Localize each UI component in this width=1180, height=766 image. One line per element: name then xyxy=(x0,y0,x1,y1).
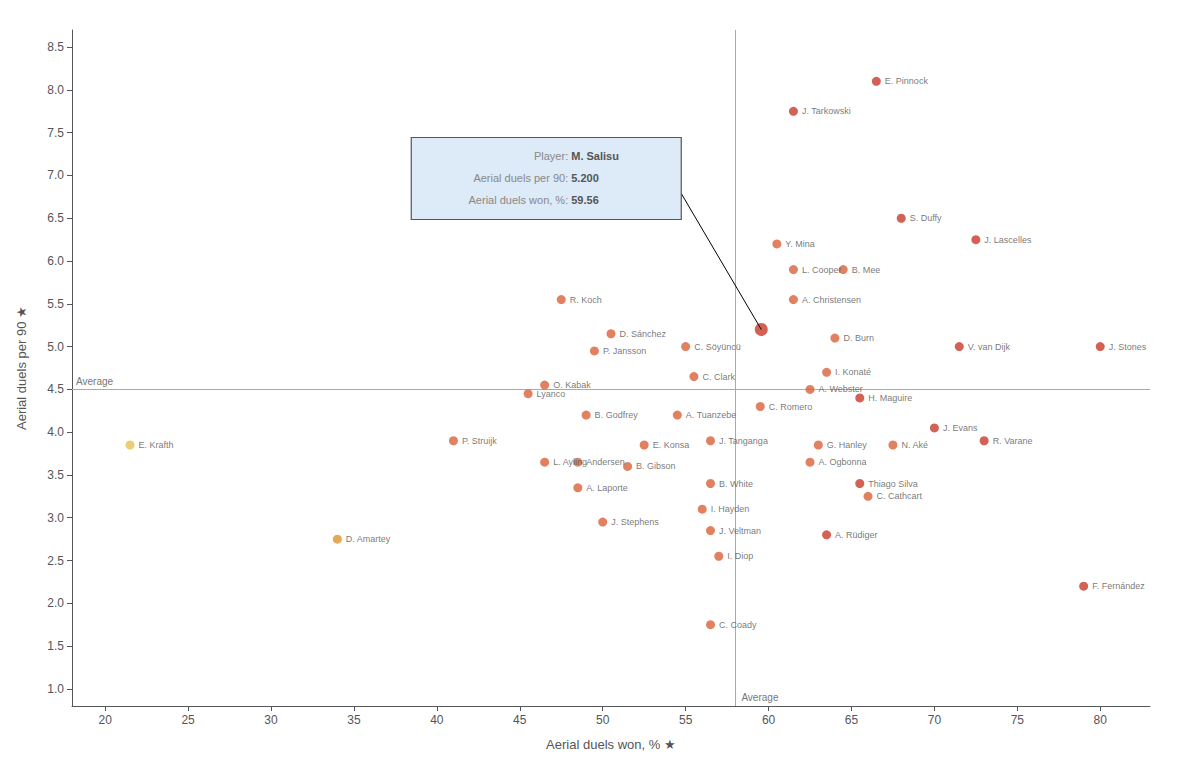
svg-text:Lyanco: Lyanco xyxy=(537,389,566,399)
svg-text:25: 25 xyxy=(181,713,195,727)
svg-text:C. Romero: C. Romero xyxy=(769,402,813,412)
svg-text:N. Aké: N. Aké xyxy=(901,440,928,450)
svg-text:H. Maguire: H. Maguire xyxy=(868,393,912,403)
svg-text:F. Fernández: F. Fernández xyxy=(1092,581,1145,591)
svg-text:Aerial duels per 90 ★: Aerial duels per 90 ★ xyxy=(14,306,29,430)
svg-text:J. Stephens: J. Stephens xyxy=(611,517,659,527)
svg-text:4.0: 4.0 xyxy=(47,425,64,439)
svg-text:E. Konsa: E. Konsa xyxy=(653,440,690,450)
svg-text:B. White: B. White xyxy=(719,479,753,489)
svg-text:20: 20 xyxy=(98,713,112,727)
svg-text:Y. Mina: Y. Mina xyxy=(785,239,814,249)
svg-text:J. Tarkowski: J. Tarkowski xyxy=(802,106,851,116)
svg-text:75: 75 xyxy=(1011,713,1025,727)
svg-text:1.0: 1.0 xyxy=(47,682,64,696)
svg-text:B. Mee: B. Mee xyxy=(852,265,881,275)
svg-text:C. Coady: C. Coady xyxy=(719,620,757,630)
svg-text:R. Varane: R. Varane xyxy=(993,436,1033,446)
svg-text:A. Tuanzebe: A. Tuanzebe xyxy=(686,410,737,420)
svg-text:60: 60 xyxy=(762,713,776,727)
svg-text:Aerial duels per 90:: Aerial duels per 90: xyxy=(473,172,571,184)
svg-text:50: 50 xyxy=(596,713,610,727)
svg-text:M. Salisu: M. Salisu xyxy=(571,150,619,162)
svg-text:5.200: 5.200 xyxy=(571,172,599,184)
svg-text:I. Diop: I. Diop xyxy=(727,551,753,561)
svg-text:80: 80 xyxy=(1094,713,1108,727)
svg-text:Aerial duels won, % ★: Aerial duels won, % ★ xyxy=(546,737,676,752)
svg-text:A. Laporte: A. Laporte xyxy=(586,483,628,493)
svg-text:2.0: 2.0 xyxy=(47,596,64,610)
svg-text:P. Struijk: P. Struijk xyxy=(462,436,497,446)
svg-text:3.0: 3.0 xyxy=(47,511,64,525)
svg-text:Thiago Silva: Thiago Silva xyxy=(868,479,918,489)
svg-text:J. Tanganga: J. Tanganga xyxy=(719,436,768,446)
svg-text:C. Clark: C. Clark xyxy=(702,372,735,382)
svg-text:Player:: Player: xyxy=(534,150,571,162)
svg-text:Andersen: Andersen xyxy=(586,457,625,467)
svg-text:J. Evans: J. Evans xyxy=(943,423,978,433)
svg-text:3.5: 3.5 xyxy=(47,468,64,482)
svg-text:L. Cooper: L. Cooper xyxy=(802,265,842,275)
svg-text:7.5: 7.5 xyxy=(47,126,64,140)
svg-text:2.5: 2.5 xyxy=(47,554,64,568)
svg-text:B. Gibson: B. Gibson xyxy=(636,461,676,471)
svg-text:A. Christensen: A. Christensen xyxy=(802,295,861,305)
svg-text:Aerial duels won, %:: Aerial duels won, %: xyxy=(469,194,572,206)
svg-text:30: 30 xyxy=(264,713,278,727)
svg-text:D. Sánchez: D. Sánchez xyxy=(620,329,667,339)
svg-text:J. Lascelles: J. Lascelles xyxy=(984,235,1032,245)
svg-text:Average: Average xyxy=(76,376,114,387)
svg-text:G. Hanley: G. Hanley xyxy=(827,440,868,450)
svg-text:E. Krafth: E. Krafth xyxy=(139,440,174,450)
svg-text:6.0: 6.0 xyxy=(47,254,64,268)
svg-text:C. Söyüncü: C. Söyüncü xyxy=(694,342,741,352)
svg-text:35: 35 xyxy=(347,713,361,727)
svg-text:L. Ayling: L. Ayling xyxy=(553,457,587,467)
svg-text:J. Veltman: J. Veltman xyxy=(719,526,761,536)
svg-text:59.56: 59.56 xyxy=(571,194,599,206)
svg-text:A. Rüdiger: A. Rüdiger xyxy=(835,530,878,540)
svg-text:70: 70 xyxy=(928,713,942,727)
svg-text:J. Stones: J. Stones xyxy=(1109,342,1147,352)
svg-text:6.5: 6.5 xyxy=(47,211,64,225)
svg-text:65: 65 xyxy=(845,713,859,727)
svg-text:5.0: 5.0 xyxy=(47,340,64,354)
svg-text:R. Koch: R. Koch xyxy=(570,295,602,305)
svg-text:O. Kabak: O. Kabak xyxy=(553,380,591,391)
svg-text:8.5: 8.5 xyxy=(47,40,64,54)
svg-text:4.5: 4.5 xyxy=(47,382,64,396)
svg-text:5.5: 5.5 xyxy=(47,297,64,311)
svg-text:8.0: 8.0 xyxy=(47,83,64,97)
svg-text:I. Hayden: I. Hayden xyxy=(711,504,750,514)
svg-text:40: 40 xyxy=(430,713,444,727)
svg-text:Average: Average xyxy=(741,692,779,703)
svg-text:S. Duffy: S. Duffy xyxy=(910,213,942,223)
svg-text:7.0: 7.0 xyxy=(47,168,64,182)
svg-text:55: 55 xyxy=(679,713,693,727)
svg-text:A. Webster: A. Webster xyxy=(819,384,863,394)
svg-text:C. Cathcart: C. Cathcart xyxy=(877,491,923,501)
svg-text:A. Ogbonna: A. Ogbonna xyxy=(819,457,867,467)
svg-text:D. Burn: D. Burn xyxy=(843,333,874,343)
svg-text:I. Konaté: I. Konaté xyxy=(835,367,871,377)
svg-text:P. Jansson: P. Jansson xyxy=(603,346,646,356)
svg-text:D. Amartey: D. Amartey xyxy=(346,534,391,544)
svg-text:V. van Dijk: V. van Dijk xyxy=(968,342,1011,352)
svg-text:E. Pinnock: E. Pinnock xyxy=(885,76,929,86)
svg-text:45: 45 xyxy=(513,713,527,727)
svg-text:B. Godfrey: B. Godfrey xyxy=(595,410,639,420)
svg-text:1.5: 1.5 xyxy=(47,639,64,653)
